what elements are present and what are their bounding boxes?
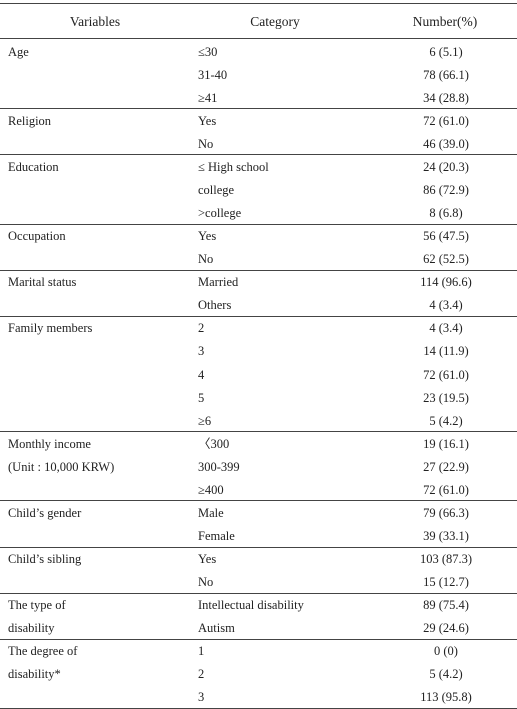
category-cell: 2 [198,321,205,336]
category-cell: 31-40 [198,67,228,82]
number-cell: 72 (61.0) [423,113,469,128]
number-cell: 62 (52.5) [423,252,469,267]
number-cell: 6 (5.1) [429,44,463,59]
category-cell: No [198,575,214,590]
variable-label: Family members [8,321,93,336]
header-cell: Category [250,14,300,29]
category-cell: 300-399 [198,459,240,474]
variable-label: Child’s sibling [8,552,82,567]
number-cell: 72 (61.0) [423,482,469,497]
number-cell: 4 (3.4) [429,321,463,336]
number-cell: 113 (95.8) [420,690,472,705]
number-cell: 78 (66.1) [423,67,469,82]
group-rule [0,638,517,640]
group-rule [0,500,517,502]
category-cell: Yes [198,229,217,244]
variable-label: Occupation [8,229,66,244]
header-cell: Variables [69,14,121,29]
variable-label: The type of [8,598,66,613]
variable-label: (Unit : 10,000 KRW) [8,459,115,474]
number-cell: 5 (4.2) [429,667,463,682]
number-cell: 23 (19.5) [423,390,469,405]
number-cell: 86 (72.9) [423,182,469,197]
header-cell: Number(%) [412,14,478,29]
variable-label: The degree of [8,644,78,659]
number-cell: 72 (61.0) [423,367,469,382]
category-cell: Yes [198,113,217,128]
header-top-rule [0,3,517,4]
category-cell: Male [198,505,224,520]
number-cell: 46 (39.0) [423,136,469,151]
number-cell: 0 (0) [434,644,458,659]
group-rule [0,592,517,594]
number-cell: 103 (87.3) [419,552,473,567]
category-cell: Yes [198,552,217,567]
group-rule [0,431,517,433]
category-cell: 1 [198,644,205,659]
category-cell: Others [198,298,232,313]
number-cell: 19 (16.1) [423,436,469,451]
variable-label: Monthly income [8,436,91,451]
number-cell: 24 (20.3) [423,159,469,174]
category-cell: Autism [198,621,235,636]
number-cell: 14 (11.9) [423,344,469,359]
category-cell: ≤ High school [198,159,269,174]
category-cell: Female [198,529,235,543]
category-cell: 2 [198,667,205,682]
category-cell: >college [198,206,242,221]
category-cell: ≥400 [198,482,224,497]
group-rule [0,546,517,548]
variable-label: Marital status [8,275,77,290]
variable-label: Education [8,159,59,174]
category-cell: Intellectual disability [198,598,304,613]
category-cell: 4 [198,367,205,382]
category-cell: No [198,252,214,267]
category-cell: ≥41 [198,90,218,105]
number-cell: 89 (75.4) [423,598,469,613]
number-cell: 27 (22.9) [423,459,469,474]
category-cell: ≥6 [198,413,212,428]
number-cell: 5 (4.2) [429,413,463,428]
number-cell: 56 (47.5) [423,229,469,244]
variable-label: Child’s gender [8,505,82,520]
category-cell: ≤30 [198,44,218,59]
header-bottom-rule [0,38,517,39]
number-cell: 79 (66.3) [423,505,469,520]
category-cell: No [198,136,214,151]
category-cell: 〈300 [198,436,230,451]
variable-label: disability [8,621,55,636]
number-cell: 8 (6.8) [429,206,463,221]
category-cell: Married [198,275,239,290]
group-rule [0,269,517,271]
number-cell: 39 (33.1) [423,529,469,543]
number-cell: 114 (96.6) [420,275,472,290]
category-cell: college [198,182,235,197]
number-cell: 4 (3.4) [429,298,463,313]
number-cell: 34 (28.8) [423,90,469,105]
group-rule [0,154,517,156]
group-rule [0,223,517,225]
variable-label: Religion [8,113,52,128]
category-cell: 5 [198,390,205,405]
category-cell: 3 [198,344,205,359]
variable-label: disability* [8,667,61,682]
number-cell: 15 (12.7) [423,575,469,590]
group-rule [0,108,517,110]
number-cell: 29 (24.6) [423,621,469,636]
variable-label: Age [8,44,29,59]
group-rule [0,315,517,317]
category-cell: 3 [198,690,205,705]
